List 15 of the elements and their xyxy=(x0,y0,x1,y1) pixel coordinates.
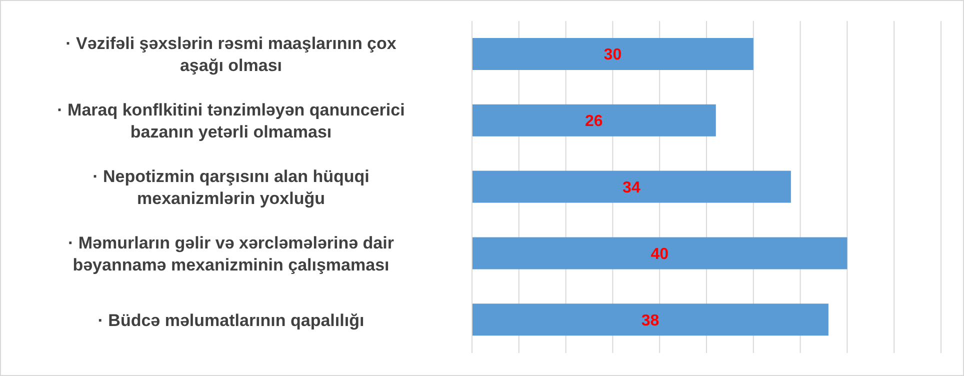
bar xyxy=(472,304,828,336)
y-tick-label: · Maraq konflkitini tənzimləyən qanuncerici bazanın yetərli olmaması xyxy=(57,100,405,142)
data-label: 30 xyxy=(604,46,622,64)
y-tick-label: · Məmurların gəlir və xərcləmələrinə dair bəyannamə mexanizminin çalışmaması xyxy=(68,232,394,274)
bar xyxy=(472,170,791,203)
bar xyxy=(472,38,754,70)
y-tick-label: · Vəzifəli şəxslərin rəsmi maaşlarının çox aşağı olması xyxy=(66,34,397,75)
bar xyxy=(472,104,716,136)
bar xyxy=(472,237,848,270)
y-tick-label: · Nepotizmin qarşısını alan hüquqi mexanizmlərin yoxluğu xyxy=(92,166,370,208)
data-label: 34 xyxy=(622,179,640,196)
data-label: 40 xyxy=(650,246,669,263)
data-label: 26 xyxy=(585,113,603,130)
y-tick-label: · Büdcə məlumatlarının qapalılığı xyxy=(98,310,364,330)
data-label: 38 xyxy=(641,312,660,330)
